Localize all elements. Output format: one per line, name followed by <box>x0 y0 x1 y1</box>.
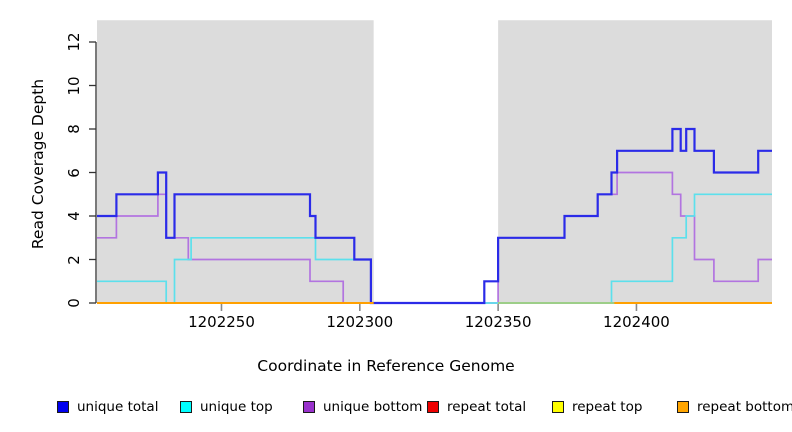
contig-shaded-region <box>97 20 374 303</box>
x-tick-label: 1202300 <box>326 313 394 331</box>
x-tick-label: 1202350 <box>464 313 532 331</box>
y-tick-label: 8 <box>65 124 83 134</box>
y-tick-label: 0 <box>65 298 83 308</box>
x-tick-label: 1202250 <box>188 313 255 331</box>
x-axis-title: Coordinate in Reference Genome <box>257 357 515 375</box>
contig-shaded-region <box>498 20 772 303</box>
y-tick-label: 10 <box>65 75 83 96</box>
y-tick-label: 4 <box>65 211 83 221</box>
x-tick-label: 1202400 <box>603 313 670 331</box>
y-tick-label: 2 <box>65 254 83 265</box>
series-line-unique-total <box>97 127 772 305</box>
y-axis-title: Read Coverage Depth <box>29 78 47 250</box>
y-tick-label: 6 <box>65 167 83 178</box>
y-tick-label: 12 <box>65 32 83 52</box>
